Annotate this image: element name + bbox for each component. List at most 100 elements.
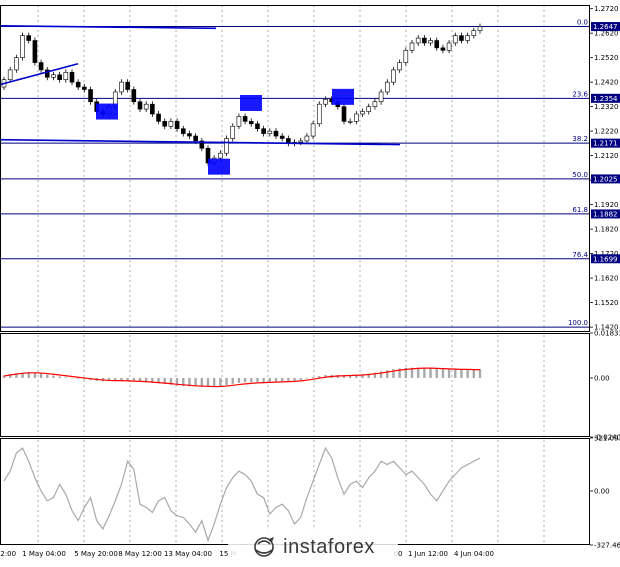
macd-histogram-bar bbox=[268, 377, 272, 382]
candle-body bbox=[20, 35, 25, 58]
candle-body bbox=[119, 81, 124, 93]
fib-price-box-label: 1.1699 bbox=[593, 255, 618, 263]
candle-body bbox=[168, 121, 174, 127]
cci-axis-label: 321.0916 bbox=[594, 435, 620, 443]
macd-histogram-bar bbox=[27, 372, 30, 378]
candle-body bbox=[44, 69, 50, 78]
cci-line bbox=[3, 446, 481, 543]
macd-histogram-bar bbox=[250, 377, 253, 383]
date-axis-label: 00 bbox=[394, 550, 403, 558]
candle-body bbox=[218, 152, 223, 159]
macd-histogram-bar bbox=[460, 369, 463, 378]
macd-histogram-bar bbox=[274, 377, 278, 382]
candle-body bbox=[477, 26, 483, 32]
macd-histogram-bar bbox=[144, 377, 148, 383]
candle-body bbox=[261, 128, 266, 134]
macd-histogram-bar bbox=[447, 369, 451, 378]
macd-histogram-bar bbox=[342, 375, 346, 378]
candle-body bbox=[440, 47, 446, 51]
candle-body bbox=[199, 140, 205, 149]
macd-histogram-bar bbox=[132, 377, 136, 382]
price-axis-label: 1.2720 bbox=[594, 5, 619, 13]
price-axis-label: 1.2620 bbox=[594, 30, 619, 38]
price-axis-label: 1.1420 bbox=[594, 324, 619, 332]
candle-body bbox=[310, 123, 316, 137]
candle-body bbox=[174, 121, 180, 129]
candle-body bbox=[248, 121, 254, 125]
macd-histogram-bar bbox=[126, 377, 129, 381]
fib-price-box bbox=[591, 22, 620, 32]
date-axis-label: 12:00 bbox=[0, 550, 16, 558]
date-axis-label: 1 May 04:00 bbox=[22, 550, 66, 558]
macd-histogram-bar bbox=[324, 375, 327, 378]
candle-body bbox=[422, 37, 427, 44]
candle-body bbox=[236, 116, 242, 127]
fib-price-box bbox=[591, 138, 620, 148]
macd-histogram-bar bbox=[83, 377, 86, 380]
fib-price-box bbox=[591, 93, 620, 103]
macd-panel-frame bbox=[0, 333, 590, 437]
macd-axis-label: -0.02407 bbox=[594, 434, 620, 442]
candle-body bbox=[143, 103, 149, 110]
candle-body bbox=[230, 125, 236, 139]
marker-box bbox=[240, 94, 262, 111]
price-axis-label: 1.2120 bbox=[594, 152, 619, 160]
fib-price-box-label: 1.2171 bbox=[593, 140, 618, 148]
watermark-brand-text: instaforex bbox=[283, 535, 375, 558]
macd-histogram-bar bbox=[114, 377, 117, 381]
cci-axis-label: -327.4634 bbox=[594, 542, 620, 550]
macd-histogram-bar bbox=[404, 367, 408, 378]
candle-body bbox=[26, 35, 32, 41]
candle-body bbox=[384, 81, 390, 93]
trend-line bbox=[0, 63, 79, 86]
macd-histogram-bar bbox=[157, 377, 160, 384]
candle-body bbox=[7, 69, 13, 81]
candle-body bbox=[75, 81, 81, 88]
date-axis-label: 8 May 12:00 bbox=[118, 550, 162, 558]
macd-histogram-bar bbox=[355, 374, 358, 378]
fib-price-box bbox=[591, 174, 620, 184]
macd-histogram-bar bbox=[379, 371, 383, 378]
candle-body bbox=[354, 113, 359, 122]
candle-body bbox=[465, 35, 470, 41]
candle-body bbox=[403, 50, 409, 63]
fib-level-label: 0.0 bbox=[577, 19, 588, 27]
macd-histogram-bar bbox=[212, 377, 216, 388]
candle-body bbox=[391, 69, 396, 83]
price-axis-label: 1.1820 bbox=[594, 226, 619, 234]
instaforex-watermark: instaforex bbox=[228, 530, 398, 564]
macd-histogram-bar bbox=[237, 377, 241, 383]
candle-body bbox=[57, 74, 62, 81]
cci-panel-frame bbox=[0, 438, 590, 545]
macd-histogram-bar bbox=[225, 377, 228, 386]
candle-body bbox=[69, 72, 75, 83]
macd-histogram-bar bbox=[107, 377, 111, 382]
date-axis-label: 4 Jun 04:00 bbox=[454, 550, 494, 558]
price-axis-label: 1.2520 bbox=[594, 54, 619, 62]
macd-histogram-bar bbox=[299, 377, 302, 380]
macd-histogram-bar bbox=[64, 377, 68, 378]
macd-histogram-bar bbox=[200, 377, 204, 387]
instaforex-logo-icon bbox=[254, 537, 275, 557]
macd-histogram-bar bbox=[46, 374, 49, 378]
candle-body bbox=[180, 128, 186, 134]
fib-level-label: 76.4 bbox=[572, 251, 588, 259]
macd-signal-line bbox=[3, 367, 480, 388]
macd-histogram-bar bbox=[367, 373, 370, 378]
macd-histogram-bar bbox=[348, 375, 352, 378]
macd-panel bbox=[2, 367, 482, 388]
candle-body bbox=[298, 140, 304, 143]
macd-histogram-bar bbox=[175, 377, 179, 386]
price-axis-label: 1.1720 bbox=[594, 250, 619, 258]
macd-axis-label: 0.01833 bbox=[594, 330, 620, 338]
candle-body bbox=[193, 135, 198, 142]
macd-histogram-bar bbox=[206, 377, 210, 388]
macd-histogram-bar bbox=[410, 367, 414, 378]
macd-histogram-bar bbox=[163, 377, 166, 385]
macd-histogram-bar bbox=[120, 377, 123, 381]
macd-histogram-bar bbox=[454, 369, 457, 378]
macd-histogram-bar bbox=[219, 377, 222, 387]
macd-histogram-bar bbox=[231, 377, 234, 384]
channel-upper-line bbox=[0, 25, 217, 30]
